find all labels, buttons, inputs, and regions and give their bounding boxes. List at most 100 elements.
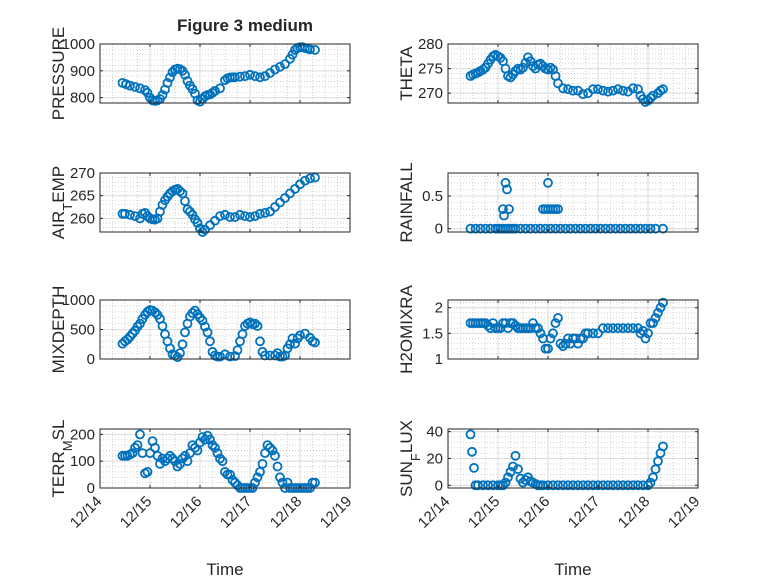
data-point (232, 345, 243, 356)
data-point (640, 333, 651, 344)
data-point (518, 62, 528, 73)
data-point (172, 461, 183, 472)
data-point (135, 318, 145, 329)
axes-frame (447, 172, 699, 233)
data-point (648, 318, 658, 329)
y-axis-label: MIXDEPTH (49, 286, 68, 374)
data-point (287, 49, 298, 60)
data-point (593, 84, 603, 95)
data-point (180, 450, 190, 461)
data-point (543, 64, 553, 75)
data-point (545, 62, 556, 73)
data-point (658, 223, 668, 234)
data-point (220, 209, 230, 220)
data-point (195, 437, 205, 448)
data-point (653, 307, 663, 318)
data-point (603, 480, 613, 491)
y-tick-label: 280 (418, 36, 443, 53)
x-tick-label: 12/15 (465, 493, 504, 532)
y-tick-label: 0 (87, 480, 95, 497)
data-point (498, 480, 508, 491)
data-point (217, 456, 228, 467)
y-axis-label: RAINFALL (397, 162, 416, 242)
data-point (643, 328, 653, 339)
data-point (270, 450, 280, 461)
data-point (177, 339, 188, 350)
data-point (608, 323, 618, 334)
y-tick-label: 2 (435, 300, 443, 317)
data-point (480, 223, 491, 234)
data-point (635, 223, 646, 234)
data-point (603, 86, 613, 97)
data-point (310, 45, 320, 55)
data-point (598, 480, 608, 491)
data-point (467, 446, 477, 457)
data-point (202, 327, 213, 338)
data-point (240, 211, 250, 222)
data-point (508, 318, 518, 329)
data-point (568, 480, 578, 491)
data-point (588, 84, 598, 95)
data-point (500, 477, 511, 488)
data-point (167, 453, 178, 464)
data-point (590, 223, 601, 234)
data-point (125, 209, 135, 220)
data-point (225, 212, 235, 222)
x-tick-label: 12/15 (117, 493, 156, 532)
data-point (220, 349, 230, 360)
y-tick-label: 500 (70, 322, 95, 339)
data-point (212, 448, 223, 459)
data-point (255, 208, 265, 219)
x-tick-label: 12/14 (415, 493, 454, 532)
data-point (310, 337, 320, 348)
data-point (658, 441, 668, 452)
y-axis-label: SUNFLUX (397, 420, 423, 497)
data-point (658, 84, 668, 95)
data-point (643, 480, 653, 491)
data-point (504, 204, 514, 215)
y-tick-label: 1.5 (422, 325, 443, 342)
grid (447, 429, 699, 488)
data-point (230, 212, 240, 222)
x-tick-label: 12/14 (67, 493, 106, 532)
x-tick-label: 12/19 (317, 493, 356, 532)
data-point (127, 448, 138, 459)
data-point (593, 480, 603, 491)
y-axis-label: PRESSURE (49, 27, 68, 121)
data-point (553, 313, 563, 323)
data-point (200, 321, 210, 332)
data-point (563, 480, 573, 491)
data-point (215, 83, 225, 94)
data-point (267, 445, 278, 456)
data-point (240, 71, 250, 82)
data-point (515, 64, 526, 75)
y-tick-label: 1 (435, 351, 443, 368)
data-point (227, 475, 238, 485)
series-markers (117, 172, 320, 237)
data-point (465, 429, 476, 440)
data-point (180, 327, 190, 338)
data-point (588, 328, 598, 339)
data-point (277, 477, 288, 488)
data-point (618, 480, 628, 491)
axes-frame (99, 172, 351, 233)
data-point (558, 83, 568, 94)
data-point (535, 58, 546, 69)
data-point (282, 477, 293, 488)
data-point (235, 209, 245, 220)
data-point (250, 318, 260, 329)
data-point (230, 351, 240, 362)
y-tick-label: 265 (70, 188, 95, 205)
data-point (250, 211, 260, 222)
data-point (245, 212, 255, 222)
data-point (623, 323, 633, 334)
x-axis-label: Time (554, 560, 591, 579)
data-point (280, 59, 290, 69)
x-tick-label: 12/16 (515, 493, 554, 532)
axes-frame (447, 299, 699, 360)
data-point (550, 223, 561, 234)
data-point (648, 90, 658, 101)
data-point (605, 223, 616, 234)
